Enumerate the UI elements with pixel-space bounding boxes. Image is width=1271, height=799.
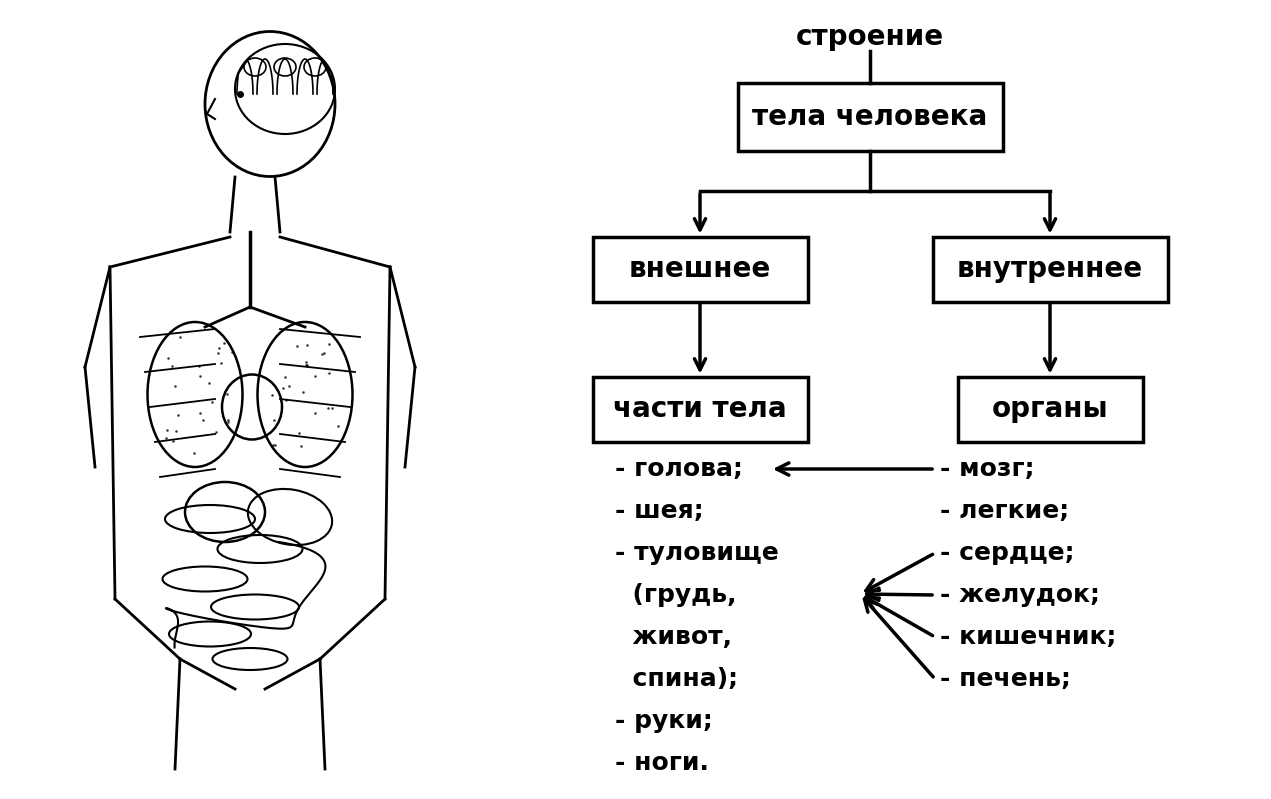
Bar (957, 376, 1143, 442)
Text: органы: органы (991, 395, 1108, 423)
Text: части тела: части тела (613, 395, 787, 423)
Text: строение: строение (796, 23, 944, 51)
Text: - руки;: - руки; (615, 709, 713, 733)
Bar (737, 83, 1003, 151)
Text: - кишечник;: - кишечник; (941, 625, 1116, 649)
Bar (592, 237, 807, 301)
Text: - шея;: - шея; (615, 499, 704, 523)
Text: - ноги.: - ноги. (615, 751, 709, 775)
Text: живот,: живот, (615, 625, 732, 649)
Text: - мозг;: - мозг; (941, 457, 1035, 481)
Bar (933, 237, 1168, 301)
Bar (592, 376, 807, 442)
Text: - легкие;: - легкие; (941, 499, 1069, 523)
Text: - желудок;: - желудок; (941, 583, 1099, 607)
Text: - сердце;: - сердце; (941, 541, 1074, 565)
Text: тела человека: тела человека (752, 103, 988, 131)
Text: - голова;: - голова; (615, 457, 742, 481)
Text: (грудь,: (грудь, (615, 583, 736, 607)
Text: внешнее: внешнее (629, 255, 771, 283)
Text: спина);: спина); (615, 667, 738, 691)
Text: - печень;: - печень; (941, 667, 1071, 691)
Text: - туловище: - туловище (615, 541, 779, 565)
Text: внутреннее: внутреннее (957, 255, 1143, 283)
